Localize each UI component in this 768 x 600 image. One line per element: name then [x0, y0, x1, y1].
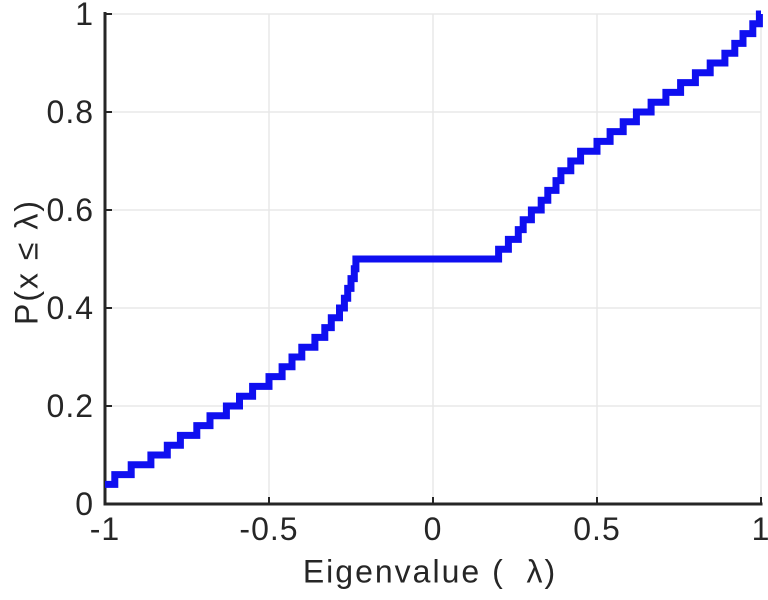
x-tick-label: 1 — [751, 511, 768, 547]
y-tick-label: 0.4 — [46, 290, 94, 326]
y-tick-label: 0 — [75, 486, 94, 522]
y-tick-label: 1 — [75, 0, 94, 32]
ecdf-step-line — [105, 10, 763, 488]
y-tick-label: 0.2 — [46, 388, 94, 424]
x-tick-label: -0.5 — [239, 511, 299, 547]
y-tick-label: 0.8 — [46, 94, 94, 130]
x-tick-label: -1 — [89, 511, 121, 547]
x-axis-label: Eigenvalue ( λ) — [302, 553, 558, 590]
y-tick-label: 0.6 — [46, 192, 94, 228]
x-tick-label: 0.5 — [573, 511, 621, 547]
x-tick-label: 0 — [423, 511, 443, 547]
y-axis-label: P(x ≤ λ) — [8, 199, 45, 325]
